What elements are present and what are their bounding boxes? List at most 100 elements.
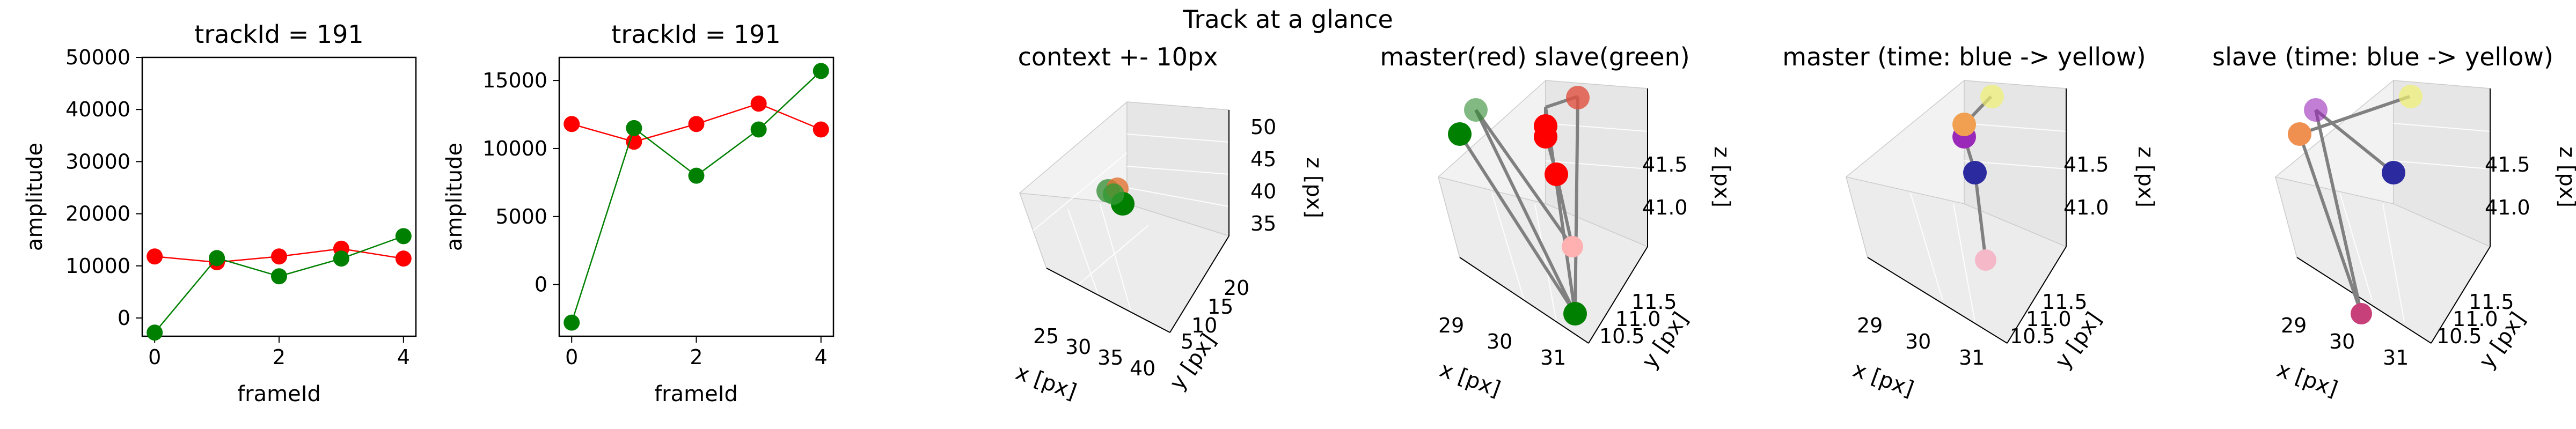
data-point: [395, 228, 412, 245]
data-point: [395, 250, 412, 267]
data-point: [564, 116, 580, 132]
data-point: [626, 120, 642, 136]
panel-2-x-label: frameId: [654, 382, 738, 406]
x-tick: 29: [1438, 314, 1464, 337]
data-point: [688, 116, 705, 132]
x-tick: 30: [1487, 330, 1512, 353]
x-tick-label: 0: [565, 345, 578, 369]
data-point: [333, 250, 349, 267]
data-point: [688, 167, 705, 184]
panel-4-3d-axes: 29 30 31 x [px] 10.5 11.0 11.5 y [px] 41…: [1437, 79, 1734, 402]
panel-2-y-ticks: 0 5000 10000 15000: [482, 69, 559, 297]
data-point: [750, 121, 767, 138]
x-axis-line: [1867, 257, 2008, 344]
data-point: [147, 324, 163, 341]
point-master: [1562, 236, 1583, 257]
panel-3-3d-axes: 25 30 35 40 x [px] 5 10 15 20 y [px] 50 …: [1013, 101, 1326, 404]
y-tick: 11.0: [2026, 307, 2072, 331]
panel-2-x-ticks: 0 2 4: [565, 336, 828, 369]
x-tick: 29: [1857, 314, 1883, 337]
y-tick: 11.5: [2469, 290, 2514, 314]
y-tick-label: 30000: [65, 150, 130, 173]
panel-2-axes-frame: [558, 56, 835, 337]
x-tick-label: 2: [690, 345, 702, 369]
panel-amplitude-1: trackId = 191 0 2 4 0 10000 20000 30000 40000 5…: [23, 20, 417, 406]
y-tick: 20: [1224, 276, 1249, 300]
y-axis-line: [1588, 246, 1648, 344]
series-line: [571, 70, 822, 323]
y-tick: 10: [1191, 314, 1217, 337]
x-tick-label: 2: [273, 345, 286, 369]
point-time-1: [1963, 161, 1987, 184]
z-tick: 41.5: [2485, 153, 2530, 176]
panel-3-title: context +- 10px: [1018, 42, 1218, 71]
x-axis-label: x [px]: [1850, 357, 1917, 402]
point-master: [1534, 125, 1557, 149]
y-tick: 10.5: [1599, 324, 1645, 348]
y-tick: 11.0: [1615, 307, 1661, 331]
data-point: [750, 95, 767, 112]
y-tick-label: 40000: [65, 98, 130, 121]
y-tick-label: 10000: [65, 254, 130, 278]
y-tick: 15: [1208, 295, 1233, 319]
y-tick: 10.5: [2010, 324, 2055, 348]
z-tick: 41.0: [2485, 196, 2530, 219]
point-slave: [1448, 122, 1472, 146]
data-point: [271, 268, 287, 285]
track-links: [2298, 95, 2410, 314]
panel-2-marks: [564, 63, 829, 331]
panel-5-3d-axes: 29 30 31 x [px] 10.5 11.0 11.5 y [px] 41…: [1845, 79, 2158, 402]
point-time-4: [1980, 85, 2004, 108]
z-axis-label: z [px]: [1301, 157, 1326, 218]
point-slave: [1103, 183, 1124, 205]
point-slave: [1563, 302, 1587, 326]
y-axis-line: [1169, 235, 1230, 333]
data-point: [209, 250, 225, 267]
z-tick: 41.0: [1642, 196, 1688, 219]
z-tick: 35: [1250, 212, 1276, 235]
point-master: [1545, 162, 1568, 186]
y-tick-label: 10000: [482, 137, 547, 160]
y-tick: 5: [1181, 330, 1194, 353]
data-point: [626, 134, 642, 150]
y-tick: 11.5: [1631, 290, 1677, 314]
point-slave: [1464, 98, 1488, 122]
point-time-2: [2304, 98, 2328, 122]
panel-1-x-ticks: 0 2 4: [148, 336, 410, 369]
panel-1-marks: [147, 228, 412, 341]
x-tick: 31: [2383, 346, 2409, 369]
x-tick: 40: [1130, 357, 1155, 380]
point-time-3: [1952, 113, 1976, 136]
y-tick-label: 20000: [65, 202, 130, 226]
x-axis-line: [1046, 268, 1170, 333]
x-tick: 31: [1959, 346, 1985, 369]
point-time-0: [1975, 249, 1996, 271]
x-axis-line: [1459, 257, 1589, 344]
point-time-3: [2288, 122, 2311, 146]
panel-amplitude-2: trackId = 191 0 2 4 0 5000 10000 15000 frameI…: [442, 20, 835, 406]
point-time-4: [2399, 85, 2423, 108]
x-tick: 25: [1033, 324, 1059, 348]
x-axis-line: [2296, 257, 2432, 344]
z-tick: 45: [1250, 147, 1276, 171]
x-axis-label: x [px]: [1437, 357, 1504, 402]
x-tick: 29: [2281, 314, 2307, 337]
panel-5-title: master (time: blue -> yellow): [1782, 42, 2146, 71]
panel-1-y-ticks: 0 10000 20000 30000 40000 50000: [65, 46, 142, 330]
figure-title: Track at a glance: [1182, 5, 1393, 34]
panel-2-y-label: amplitude: [442, 143, 467, 251]
panel-6-title: slave (time: blue -> yellow): [2212, 42, 2553, 71]
y-tick-label: 15000: [482, 69, 547, 92]
z-tick: 41.5: [1642, 153, 1688, 176]
panel-6-3d-axes: 29 30 31 x [px] 10.5 11.0 11.5 y [px] 41…: [2274, 79, 2576, 402]
panel-1-y-label: amplitude: [23, 143, 47, 251]
panel-1-x-label: frameId: [237, 382, 321, 406]
panel-1-axes-frame: [141, 56, 417, 337]
x-tick: 35: [1097, 346, 1123, 369]
z-axis-label: z [px]: [2555, 146, 2576, 208]
data-point: [813, 63, 829, 79]
data-point: [147, 248, 163, 265]
x-tick: 30: [1065, 335, 1091, 359]
y-axis-line: [2007, 246, 2067, 344]
